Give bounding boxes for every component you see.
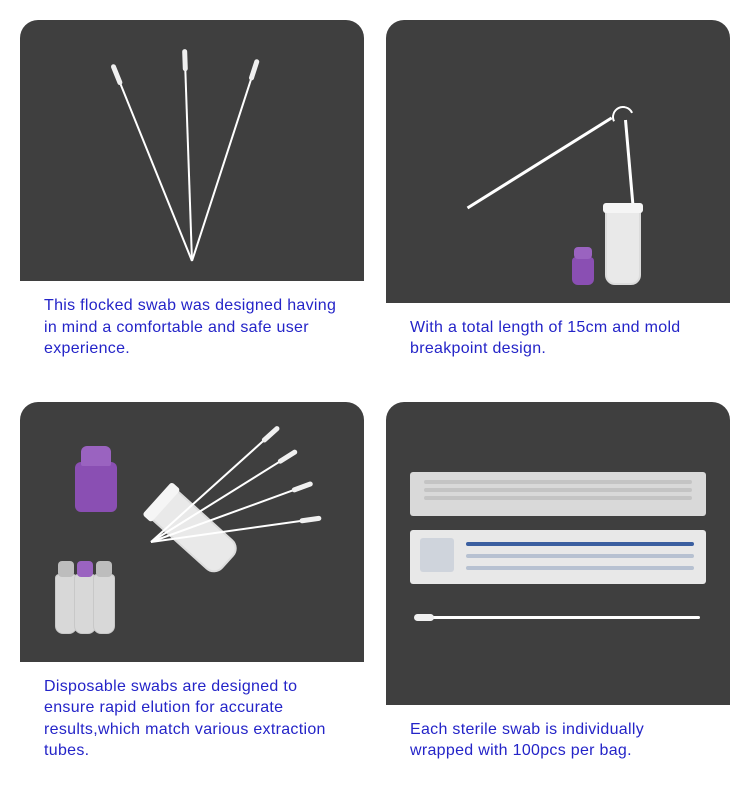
card-rapid-elution: Disposable swabs are designed to ensure … (20, 402, 364, 782)
swab-icon (191, 61, 258, 261)
package-text-line-icon (466, 566, 694, 570)
card-flocked-swab: This flocked swab was designed having in… (20, 20, 364, 380)
illustration-swabs-tubes (20, 402, 364, 662)
illustration-packaging (386, 402, 730, 705)
tube-cap-icon (572, 257, 594, 285)
small-tubes-group (55, 574, 112, 634)
caption-text: Disposable swabs are designed to ensure … (26, 662, 358, 776)
extraction-tube-icon (605, 207, 641, 285)
card-individually-wrapped: Each sterile swab is individually wrappe… (386, 402, 730, 782)
caption-text: Each sterile swab is individually wrappe… (392, 705, 724, 776)
caption-text: This flocked swab was designed having in… (26, 281, 358, 374)
caption-text: With a total length of 15cm and mold bre… (392, 303, 724, 374)
package-icon (410, 472, 706, 516)
rotation-arrow-icon (609, 103, 637, 131)
swab-upper-segment-icon (467, 117, 613, 210)
package-thumbnail-icon (420, 538, 454, 572)
swab-icon (184, 51, 193, 261)
small-tube-icon (93, 574, 115, 634)
illustration-three-swabs (20, 20, 364, 281)
card-breakpoint-design: With a total length of 15cm and mold bre… (386, 20, 730, 380)
large-cap-icon (75, 462, 117, 512)
swab-icon (112, 66, 193, 261)
package-label-icon (410, 530, 706, 584)
illustration-bent-swab-tube (386, 20, 730, 303)
package-text-line-icon (466, 554, 694, 558)
single-swab-icon (416, 616, 700, 619)
package-text-line-icon (466, 542, 694, 546)
